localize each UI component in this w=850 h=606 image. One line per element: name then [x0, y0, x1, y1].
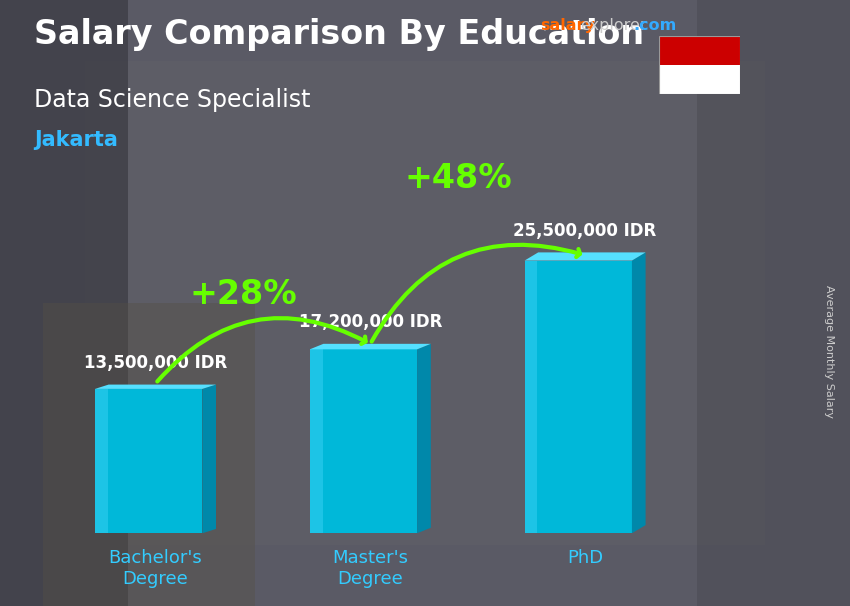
Text: +28%: +28% [190, 278, 298, 311]
Text: Salary Comparison By Education: Salary Comparison By Education [34, 18, 644, 51]
Text: Jakarta: Jakarta [34, 130, 118, 150]
Text: explorer: explorer [581, 18, 647, 33]
Bar [697, 0, 850, 606]
Polygon shape [417, 344, 431, 533]
Polygon shape [524, 261, 632, 533]
Bar [659, 36, 740, 65]
Text: Average Monthly Salary: Average Monthly Salary [824, 285, 834, 418]
Text: +48%: +48% [405, 162, 512, 195]
Bar [85, 61, 765, 545]
Text: Bachelor's
Degree: Bachelor's Degree [109, 549, 202, 588]
Text: salary: salary [540, 18, 595, 33]
Polygon shape [309, 349, 417, 533]
Polygon shape [95, 385, 216, 389]
Polygon shape [524, 252, 646, 261]
Bar [95, 389, 108, 533]
Bar [0, 0, 128, 606]
Polygon shape [309, 344, 431, 349]
Polygon shape [202, 385, 216, 533]
Text: Master's
Degree: Master's Degree [332, 549, 408, 588]
Bar [659, 65, 740, 94]
Polygon shape [95, 389, 202, 533]
Bar [42, 303, 255, 606]
Text: 25,500,000 IDR: 25,500,000 IDR [513, 222, 657, 239]
Bar [309, 349, 323, 533]
Text: Data Science Specialist: Data Science Specialist [34, 88, 310, 112]
Bar [524, 261, 537, 533]
Text: .com: .com [633, 18, 677, 33]
Text: 17,200,000 IDR: 17,200,000 IDR [298, 313, 442, 331]
Text: PhD: PhD [567, 549, 604, 567]
Polygon shape [632, 252, 646, 533]
Text: 13,500,000 IDR: 13,500,000 IDR [84, 354, 227, 371]
